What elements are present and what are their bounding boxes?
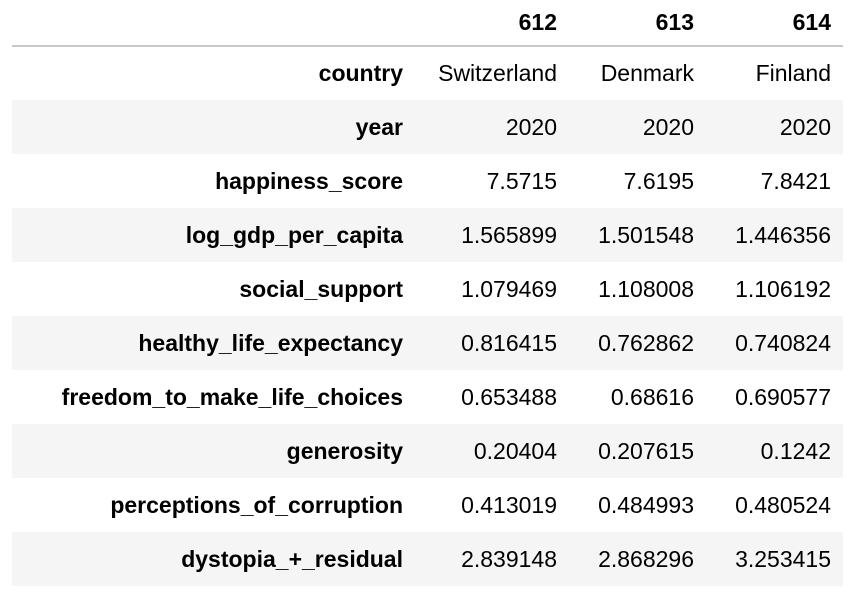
table-row-country: country Switzerland Denmark Finland — [12, 46, 843, 100]
table-cell: 2020 — [779, 113, 831, 140]
table-cell: 2.839148 — [461, 545, 557, 572]
table-row-freedom-to-make-life-choices: freedom_to_make_life_choices 0.653488 0.… — [12, 370, 843, 424]
table-row-perceptions-of-corruption: perceptions_of_corruption 0.413019 0.484… — [12, 478, 843, 532]
row-label: social_support — [239, 275, 403, 302]
table-cell: Finland — [755, 60, 831, 86]
column-header-613: 613 — [569, 0, 706, 47]
table-cell: 0.413019 — [461, 491, 557, 518]
row-label: perceptions_of_corruption — [110, 491, 403, 518]
column-header-612: 612 — [415, 0, 569, 47]
table-row-dystopia-residual: dystopia_+_residual 2.839148 2.868296 3.… — [12, 532, 843, 586]
table-cell: 0.1242 — [760, 437, 831, 464]
header-row: 612 613 614 — [12, 0, 843, 47]
table-cell: 0.480524 — [735, 491, 831, 518]
row-label: dystopia_+_residual — [181, 545, 403, 572]
table-cell: 2020 — [505, 113, 557, 140]
table-cell: 1.565899 — [461, 221, 557, 248]
row-label: happiness_score — [215, 167, 403, 194]
table-row-year: year 2020 2020 2020 — [12, 100, 843, 154]
table-cell: 0.68616 — [610, 383, 694, 410]
table-body: country Switzerland Denmark Finland year… — [12, 46, 843, 586]
table-cell: 0.20404 — [473, 437, 557, 464]
table-cell: 0.690577 — [735, 383, 831, 410]
row-label: log_gdp_per_capita — [185, 221, 403, 248]
table-cell: 7.8421 — [760, 167, 831, 194]
table-cell: 1.108008 — [598, 275, 694, 302]
header-corner-cell — [12, 0, 415, 47]
table-cell: 2020 — [642, 113, 694, 140]
row-label: generosity — [286, 437, 403, 464]
table-cell: 7.5715 — [486, 167, 557, 194]
row-label: country — [318, 60, 403, 86]
table-cell: 3.253415 — [735, 545, 831, 572]
column-header-614: 614 — [706, 0, 843, 47]
table-cell: Switzerland — [438, 60, 557, 86]
table-cell: 1.501548 — [598, 221, 694, 248]
table-cell: 0.740824 — [735, 329, 831, 356]
table-cell: 0.207615 — [598, 437, 694, 464]
row-label: healthy_life_expectancy — [138, 329, 403, 356]
table-row-generosity: generosity 0.20404 0.207615 0.1242 — [12, 424, 843, 478]
table-cell: 0.653488 — [461, 383, 557, 410]
table-cell: 0.484993 — [598, 491, 694, 518]
table-row-social-support: social_support 1.079469 1.108008 1.10619… — [12, 262, 843, 316]
table-cell: 1.106192 — [735, 275, 831, 302]
table-cell: 0.762862 — [598, 329, 694, 356]
table-cell: 1.446356 — [735, 221, 831, 248]
table-cell: 7.6195 — [623, 167, 694, 194]
dataframe-table: 612 613 614 country Switzerland Denmark … — [12, 0, 843, 586]
row-label: freedom_to_make_life_choices — [61, 383, 403, 410]
table-cell: Denmark — [600, 60, 694, 86]
table-header: 612 613 614 — [12, 0, 843, 47]
row-label: year — [355, 113, 403, 140]
table-row-healthy-life-expectancy: healthy_life_expectancy 0.816415 0.76286… — [12, 316, 843, 370]
table-cell: 2.868296 — [598, 545, 694, 572]
table-row-log-gdp-per-capita: log_gdp_per_capita 1.565899 1.501548 1.4… — [12, 208, 843, 262]
table-cell: 1.079469 — [461, 275, 557, 302]
table-row-happiness-score: happiness_score 7.5715 7.6195 7.8421 — [12, 154, 843, 208]
table-cell: 0.816415 — [461, 329, 557, 356]
